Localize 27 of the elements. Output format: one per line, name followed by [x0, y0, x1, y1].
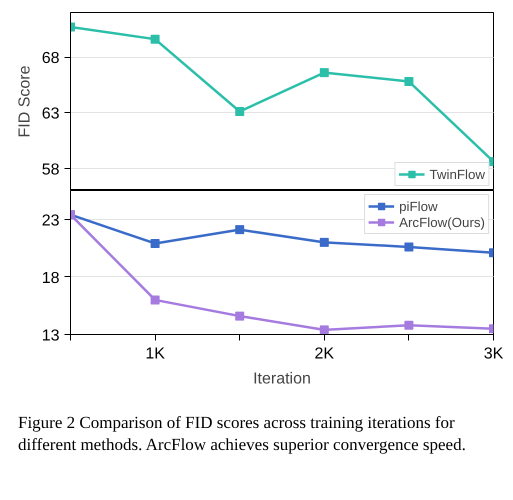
point [150, 34, 160, 44]
point [235, 107, 244, 116]
point [404, 242, 414, 252]
y-tick-label: 13 [42, 328, 60, 344]
y-tick-label: 23 [42, 212, 60, 230]
y-tick-label: 68 [42, 50, 60, 67]
y-tick-label: 18 [42, 270, 60, 287]
y-tick-label: 58 [42, 161, 60, 178]
point [235, 225, 244, 234]
x-tick-label: 2K [314, 346, 334, 362]
point [150, 238, 160, 248]
legend-label: ArcFlow(Ours) [399, 214, 485, 230]
x-tick-label: 3K [484, 346, 504, 362]
point [235, 312, 244, 321]
legend-label: TwinFlow [429, 166, 485, 182]
point [320, 238, 329, 247]
x-tick-label: 1K [145, 346, 166, 362]
point [404, 320, 414, 330]
x-axis-title: Iteration [253, 370, 311, 388]
legend-label: piFlow [399, 198, 438, 214]
point [150, 295, 160, 304]
caption: Figure 2 Comparison of FID scores across training iterations for different methods. ArcFlow achieves superior convergence speed. [18, 412, 467, 456]
y-tick-label: 63 [42, 106, 60, 123]
point [404, 76, 414, 86]
point [320, 68, 329, 78]
y-axis-title: FID Score [16, 65, 34, 138]
point [320, 325, 329, 334]
